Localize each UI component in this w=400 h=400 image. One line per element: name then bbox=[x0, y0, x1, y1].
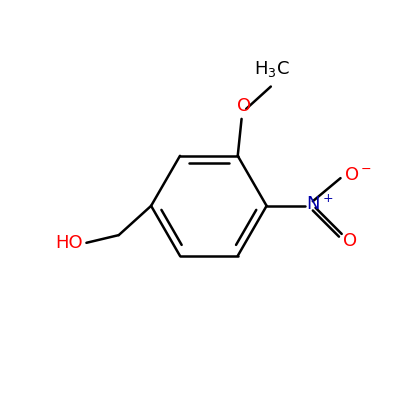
Text: O: O bbox=[237, 97, 251, 115]
Text: HO: HO bbox=[56, 234, 83, 252]
Text: $\mathregular{O^-}$: $\mathregular{O^-}$ bbox=[344, 166, 372, 184]
Text: $\mathregular{N^+}$: $\mathregular{N^+}$ bbox=[306, 195, 333, 214]
Text: O: O bbox=[343, 232, 357, 250]
Text: $\mathregular{H_3C}$: $\mathregular{H_3C}$ bbox=[254, 59, 290, 79]
